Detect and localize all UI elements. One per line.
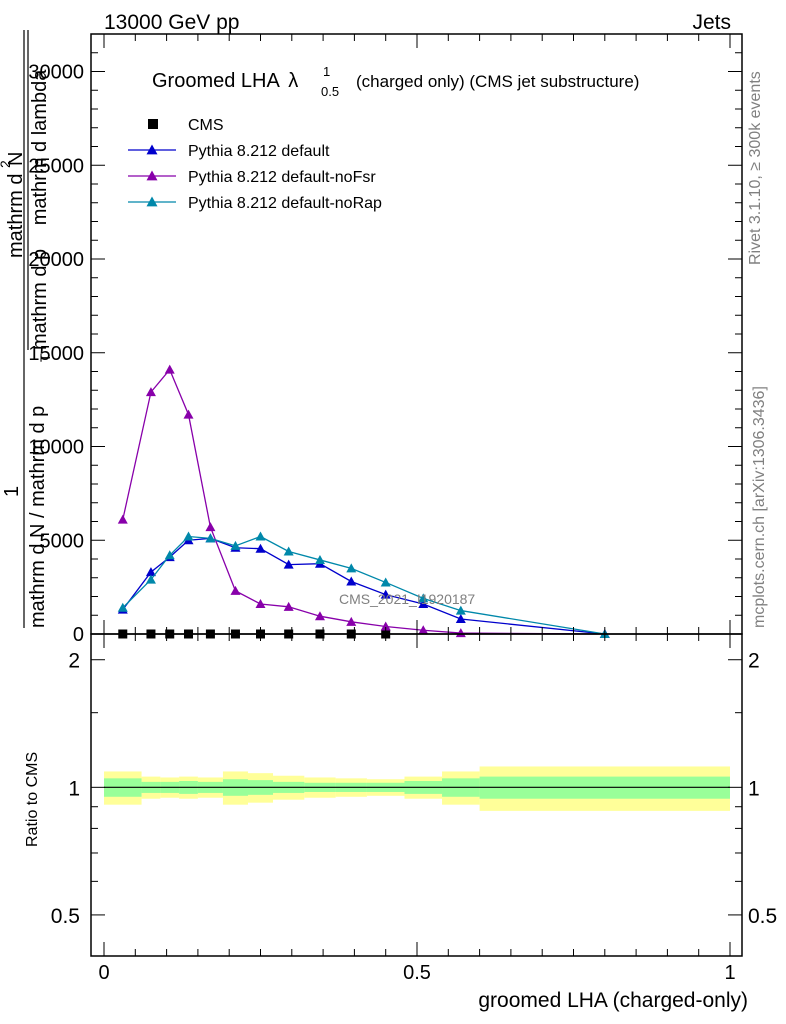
main-y-tick-label: 30000 [28, 62, 84, 84]
main-y-axis-label: 1 mathrm d N / mathrm d p T mathrm d N 2… [0, 30, 53, 628]
main-plot: 0 5000 10000 15000 20000 25000 30000 Groomed L… [0, 30, 743, 646]
ratio-y-axis-label: Ratio to CMS [24, 752, 41, 847]
series-marker [205, 533, 216, 543]
main-y-tick-label: 25000 [28, 155, 84, 177]
legend-marker-triangle [146, 170, 158, 181]
ylabel-denominator2-main: mathrm d p [29, 249, 51, 350]
series-line [122, 537, 605, 635]
series-marker [183, 531, 194, 541]
ylabel-numerator-N: N [5, 152, 27, 166]
ratio-y-tick-label: 2 [68, 650, 80, 673]
series-marker [255, 599, 266, 608]
series-marker [255, 531, 266, 541]
plot-title: Groomed LHA λ [152, 70, 298, 92]
series-marker [183, 409, 194, 419]
series-marker [314, 554, 325, 564]
series-line [122, 535, 605, 635]
x-tick-label: 0 [98, 962, 109, 984]
legend-entry-label: CMS [188, 117, 224, 134]
ratio-y-tick-label-right: 0.5 [748, 905, 777, 928]
ratio-y-tick-label: 1 [68, 777, 80, 800]
ylabel-denominator-sub: T [37, 353, 53, 362]
legend-marker-square [148, 119, 158, 129]
series-marker [455, 628, 466, 638]
plot-title-suffix: (charged only) (CMS jet substructure) [356, 72, 639, 91]
main-y-tick-label: 20000 [28, 249, 84, 271]
series-marker [418, 599, 429, 608]
plot-title-sup: 1 [323, 64, 330, 79]
ratio-y-tick-label-right: 2 [748, 650, 760, 673]
series-marker [117, 514, 128, 524]
ylabel-numerator-main: mathrm d [5, 174, 27, 258]
series-marker [145, 387, 156, 397]
ylabel-numerator-sup: 2 [0, 160, 13, 168]
energy-label: 13000 GeV pp [104, 11, 239, 34]
series-marker [455, 605, 466, 615]
x-tick-label: 0.5 [403, 962, 431, 984]
series-marker [283, 601, 294, 611]
ylabel-denominator-main: mathrm d N / mathrm d p [27, 406, 49, 628]
ratio-plot: 0.5 0.5 1 1 2 2 Ratio to CMS [24, 633, 777, 957]
analysis-watermark: CMS_2021_I1920187 [339, 591, 475, 607]
x-axis: 0 0.5 1 [98, 962, 735, 984]
series-marker [164, 550, 175, 560]
series-marker [117, 602, 128, 612]
series-marker [230, 585, 241, 595]
legend-marker-triangle [146, 144, 158, 155]
series-marker [164, 364, 175, 374]
series-marker [346, 576, 357, 586]
ylabel-denominator2-tail: mathrm d lambda [29, 69, 51, 225]
main-y-tick-label: 5000 [40, 530, 85, 552]
legend-entry-label: Pythia 8.212 default-noFsr [188, 169, 376, 186]
series-marker [314, 611, 325, 621]
category-label: Jets [692, 11, 731, 34]
series-marker [418, 625, 429, 635]
ylabel-one: 1 [1, 486, 23, 497]
legend: CMS Pythia 8.212 default Pythia 8.212 defa… [128, 117, 382, 212]
legend-entry-label: Pythia 8.212 default [188, 143, 330, 160]
series-marker [418, 593, 429, 603]
main-y-tick-label: 10000 [28, 437, 84, 459]
series-marker [380, 577, 391, 587]
series-marker [255, 543, 266, 553]
series-marker [346, 616, 357, 626]
plot-title-symbol: λ [288, 70, 298, 92]
ratio-y-tick-label-right: 1 [748, 777, 760, 800]
x-axis-label: groomed LHA (charged-only) [478, 989, 748, 1012]
series-marker [380, 621, 391, 631]
plot-title-sub: 0.5 [321, 84, 339, 99]
series-marker [145, 567, 156, 577]
series-marker [230, 540, 241, 550]
rivet-version-label: Rivet 3.1.10, ≥ 300k events [747, 71, 764, 265]
series-marker [380, 589, 391, 599]
main-y-tick-label: 15000 [28, 343, 84, 365]
legend-marker-triangle [146, 196, 158, 207]
main-y-tick-label: 0 [73, 624, 84, 646]
legend-entry-label: Pythia 8.212 default-noRap [188, 195, 382, 212]
series-marker [145, 574, 156, 584]
series-marker [455, 614, 466, 623]
series-marker [346, 563, 357, 573]
mcplots-site-label: mcplots.cern.ch [arXiv:1306.3436] [751, 386, 768, 628]
series-marker [205, 522, 216, 532]
ylabel-numerator: mathrm d N [5, 152, 27, 258]
ylabel-denominator: mathrm d N / mathrm d p [27, 406, 49, 628]
x-tick-label: 1 [724, 962, 735, 984]
ylabel-denominator2: mathrm d p mathrm d lambda [29, 69, 51, 350]
ratio-y-tick-label: 0.5 [51, 905, 80, 928]
series-marker [283, 546, 294, 556]
series-marker [283, 559, 294, 569]
series-3 [117, 531, 610, 638]
plot-title-main: Groomed LHA [152, 70, 280, 92]
